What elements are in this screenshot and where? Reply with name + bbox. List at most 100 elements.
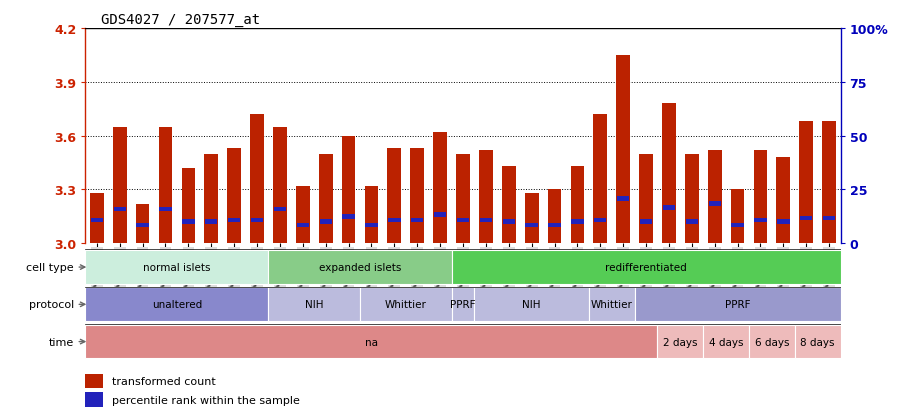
Bar xyxy=(571,167,584,244)
Bar xyxy=(686,220,698,224)
Bar xyxy=(732,223,743,228)
Bar xyxy=(502,167,516,244)
Bar xyxy=(182,169,195,244)
Bar xyxy=(410,149,424,244)
Bar xyxy=(159,207,172,212)
Bar xyxy=(795,325,841,358)
Bar xyxy=(269,288,360,321)
Bar xyxy=(91,218,103,223)
Bar xyxy=(635,288,841,321)
Bar xyxy=(547,190,561,244)
Text: percentile rank within the sample: percentile rank within the sample xyxy=(112,394,300,405)
Bar xyxy=(525,194,539,244)
Bar xyxy=(365,186,378,244)
Bar xyxy=(777,158,790,244)
Text: 4 days: 4 days xyxy=(709,337,743,347)
Bar xyxy=(457,218,469,223)
Text: cell type: cell type xyxy=(26,262,74,273)
Bar xyxy=(589,288,635,321)
Bar xyxy=(85,251,269,284)
Bar xyxy=(433,133,447,244)
Bar xyxy=(388,218,401,223)
Bar xyxy=(777,220,789,224)
Bar xyxy=(365,223,378,228)
Bar xyxy=(754,218,767,223)
Text: unaltered: unaltered xyxy=(152,299,202,310)
Bar xyxy=(296,186,309,244)
Bar xyxy=(703,325,749,358)
Bar xyxy=(343,214,355,219)
Bar xyxy=(85,374,103,388)
Bar xyxy=(90,194,103,244)
Bar xyxy=(571,220,583,224)
Bar xyxy=(228,218,240,223)
Bar xyxy=(503,220,515,224)
Bar xyxy=(753,151,768,244)
Text: normal islets: normal islets xyxy=(143,262,210,273)
Text: PPRF: PPRF xyxy=(725,299,751,310)
Text: GDS4027 / 207577_at: GDS4027 / 207577_at xyxy=(101,12,260,26)
Bar xyxy=(113,127,127,244)
Text: 8 days: 8 days xyxy=(800,337,835,347)
Text: Whittier: Whittier xyxy=(591,299,633,310)
Bar xyxy=(663,206,675,210)
Bar xyxy=(158,127,173,244)
Bar xyxy=(251,218,263,223)
Bar xyxy=(360,288,451,321)
Text: na: na xyxy=(365,337,378,347)
Text: 6 days: 6 days xyxy=(754,337,789,347)
Bar xyxy=(387,149,401,244)
Bar xyxy=(319,220,332,224)
Bar xyxy=(85,288,269,321)
Text: 2 days: 2 days xyxy=(663,337,698,347)
Text: redifferentiated: redifferentiated xyxy=(605,262,687,273)
Bar xyxy=(269,251,451,284)
Bar xyxy=(205,220,218,224)
Bar xyxy=(799,122,813,244)
Bar xyxy=(182,220,194,224)
Bar xyxy=(342,136,355,244)
Bar xyxy=(411,218,423,223)
Text: Whittier: Whittier xyxy=(385,299,427,310)
Bar xyxy=(113,207,126,212)
Bar xyxy=(594,218,607,223)
Bar xyxy=(593,115,607,244)
Text: NIH: NIH xyxy=(522,299,541,310)
Bar xyxy=(662,104,676,244)
Bar xyxy=(617,56,630,244)
Bar xyxy=(823,122,836,244)
Bar xyxy=(273,207,286,212)
Bar xyxy=(204,154,218,244)
Bar xyxy=(475,288,589,321)
Bar xyxy=(640,220,653,224)
Bar xyxy=(434,213,446,217)
Bar xyxy=(548,223,561,228)
Bar xyxy=(617,197,629,201)
Bar xyxy=(273,127,287,244)
Bar xyxy=(525,223,538,228)
Bar xyxy=(297,223,309,228)
Text: NIH: NIH xyxy=(305,299,324,310)
Text: expanded islets: expanded islets xyxy=(319,262,401,273)
Bar xyxy=(451,288,475,321)
Bar xyxy=(250,115,264,244)
Bar xyxy=(749,325,795,358)
Text: PPRF: PPRF xyxy=(450,299,476,310)
Bar xyxy=(479,151,493,244)
Bar xyxy=(731,190,744,244)
Bar xyxy=(480,218,492,223)
Bar xyxy=(685,154,699,244)
Bar xyxy=(85,325,657,358)
Bar xyxy=(800,216,813,221)
Text: protocol: protocol xyxy=(29,299,74,310)
Text: transformed count: transformed count xyxy=(112,376,216,386)
Text: time: time xyxy=(49,337,74,347)
Bar xyxy=(85,392,103,407)
Bar xyxy=(639,154,653,244)
Bar xyxy=(451,251,841,284)
Bar xyxy=(708,202,721,206)
Bar xyxy=(137,223,149,228)
Bar xyxy=(319,154,333,244)
Bar xyxy=(456,154,470,244)
Bar xyxy=(708,151,722,244)
